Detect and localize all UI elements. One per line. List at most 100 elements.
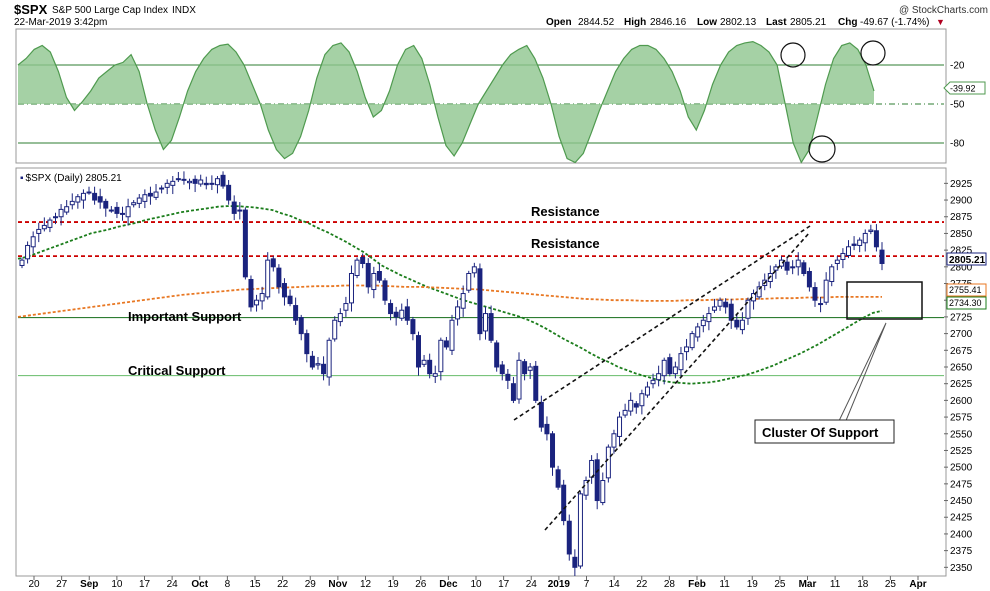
candle-body xyxy=(309,355,315,368)
candle-body xyxy=(427,359,433,375)
candle-body xyxy=(259,293,265,302)
x-tick-label: 14 xyxy=(609,579,621,590)
x-tick-label: 11 xyxy=(719,579,730,590)
candle-body xyxy=(53,216,59,219)
candle-body xyxy=(533,365,539,401)
y-tick-label: 2500 xyxy=(950,463,973,474)
candle-body xyxy=(516,359,522,400)
candle-body xyxy=(723,301,729,308)
candle-body xyxy=(242,209,248,278)
y-tick-label: 2875 xyxy=(950,212,973,223)
candle-body xyxy=(30,236,36,248)
candle-body xyxy=(589,459,595,478)
candle-body xyxy=(650,379,656,385)
candle-body xyxy=(153,191,159,198)
candle-body xyxy=(393,311,399,318)
candle-body xyxy=(438,339,444,373)
last-price-tag xyxy=(946,252,987,266)
candle-body xyxy=(293,305,299,321)
y-tick-label: 2425 xyxy=(950,513,973,524)
candle-body xyxy=(667,357,673,375)
candle-body xyxy=(41,224,47,230)
candle-body xyxy=(19,259,25,266)
candle-body xyxy=(142,194,148,202)
candle-body xyxy=(706,313,712,323)
candle-body xyxy=(388,303,394,315)
candle-body xyxy=(203,182,209,186)
candle-body xyxy=(494,342,500,368)
candle-body xyxy=(304,333,310,355)
candle-body xyxy=(661,359,667,377)
x-tick-label: 7 xyxy=(584,579,590,590)
y-tick-label: 2350 xyxy=(950,563,973,574)
candle-body xyxy=(818,303,824,306)
low-value: 2802.13 xyxy=(720,17,757,28)
x-tick-label: 2019 xyxy=(548,579,571,590)
candle-body xyxy=(633,403,639,408)
candle-body xyxy=(276,267,282,288)
x-tick-label: 29 xyxy=(305,579,317,590)
candle-body xyxy=(477,268,483,335)
x-tick-label: 19 xyxy=(388,579,400,590)
price-title-text: $SPX (Daily) 2805.21 xyxy=(26,173,123,184)
candle-body xyxy=(170,180,176,186)
resistance-label-upper: Resistance xyxy=(531,204,600,219)
ma200-tag-value: 2734.30 xyxy=(949,298,982,308)
oscillator-panel: -20 -50 -80 -39.92 xyxy=(15,28,986,164)
candle-body xyxy=(717,299,723,307)
candle-body xyxy=(147,192,153,197)
candle-body xyxy=(348,273,354,304)
candle-body xyxy=(471,266,477,274)
oscillator-level-label: -20 xyxy=(950,61,965,72)
price-tags: 2805.21 2755.41 2734.30 xyxy=(946,252,987,310)
candle-body xyxy=(47,219,53,228)
x-tick-label: 22 xyxy=(277,579,289,590)
x-tick-label: 24 xyxy=(167,579,179,590)
candle-body xyxy=(360,256,366,264)
ohlc-readout: Open 2844.52 High 2846.16 Low 2802.13 La… xyxy=(546,17,945,28)
candle-body xyxy=(337,313,343,323)
candle-body xyxy=(326,339,332,378)
moving-averages xyxy=(17,205,883,385)
candle-body xyxy=(538,401,544,428)
oscillator-level-label: -50 xyxy=(950,100,965,111)
candle-body xyxy=(488,313,494,341)
candle-body xyxy=(499,364,505,375)
candle-body xyxy=(561,484,567,522)
candle-body xyxy=(192,178,198,184)
x-tick-label: 11 xyxy=(830,579,841,590)
oscillator-last-tag: -39.92 xyxy=(943,81,986,95)
candle-body xyxy=(711,306,717,311)
candle-body xyxy=(382,280,388,301)
y-tick-label: 2525 xyxy=(950,446,973,457)
candle-body xyxy=(879,249,885,264)
wedge-lines xyxy=(513,225,811,531)
price-axis: 2350 2375 2400 2425 2450 2475 2500 2525 2550 2575… xyxy=(944,179,973,574)
y-tick-label: 2450 xyxy=(950,496,973,507)
candle-body xyxy=(270,258,276,268)
candle-body xyxy=(97,196,103,203)
oscillator-axis: -20 -50 -80 xyxy=(950,61,965,150)
candle-body xyxy=(343,303,349,311)
symbol: $SPX xyxy=(14,2,48,17)
candle-body xyxy=(544,423,550,435)
wedge-lower-line xyxy=(544,231,811,531)
y-tick-label: 2575 xyxy=(950,413,973,424)
oscillator-line xyxy=(17,40,875,164)
y-tick-label: 2625 xyxy=(950,379,973,390)
ma200-tag xyxy=(946,296,987,310)
candle-body xyxy=(700,319,706,327)
moving-average-line xyxy=(17,205,883,385)
x-tick-label: 25 xyxy=(885,579,897,590)
candle-body xyxy=(778,259,784,267)
candle-body xyxy=(114,206,120,214)
open-value: 2844.52 xyxy=(578,17,615,28)
candle-body xyxy=(103,200,109,209)
candle-body xyxy=(321,363,327,375)
legend-candle-icon: ▪ xyxy=(20,173,24,184)
x-tick-label: 26 xyxy=(415,579,427,590)
oscillator-area xyxy=(18,41,874,163)
last-value: 2805.21 xyxy=(790,17,827,28)
candle-body xyxy=(92,192,98,201)
candle-body xyxy=(812,287,818,301)
